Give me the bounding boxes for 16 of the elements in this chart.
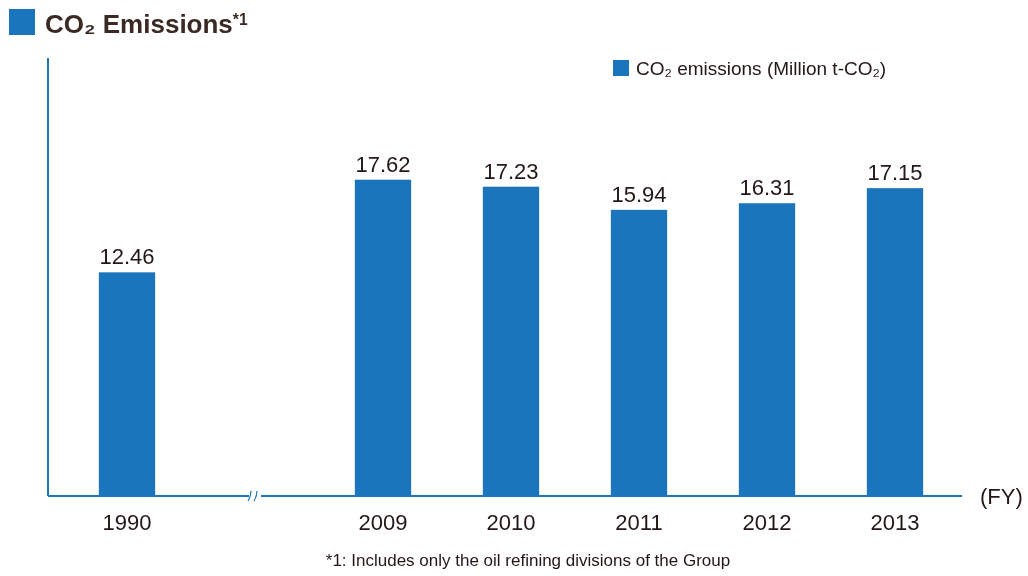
data-label: 17.62	[355, 151, 411, 177]
x-tick-label: 2013	[870, 510, 920, 535]
x-tick-label: 2012	[742, 510, 792, 535]
x-tick-label: 2010	[486, 510, 536, 535]
x-axis-title: (FY)	[980, 484, 1023, 509]
data-label: 15.94	[611, 181, 667, 207]
x-tick-label: 2011	[615, 510, 663, 535]
data-label: 17.23	[483, 158, 539, 184]
x-tick-label: 2009	[358, 510, 408, 535]
x-tick-label: 1990	[102, 510, 152, 535]
data-label: 12.46	[99, 244, 155, 270]
data-label: 16.31	[739, 175, 795, 201]
text: *1: Includes only the oil refining divisions of the Group	[325, 551, 731, 570]
data-label: 17.15	[867, 160, 923, 186]
legend-label: CO₂ emissions (Million t-CO₂)	[636, 58, 887, 79]
chart-title: CO₂ Emissions$^{*1}$	[45, 9, 248, 39]
